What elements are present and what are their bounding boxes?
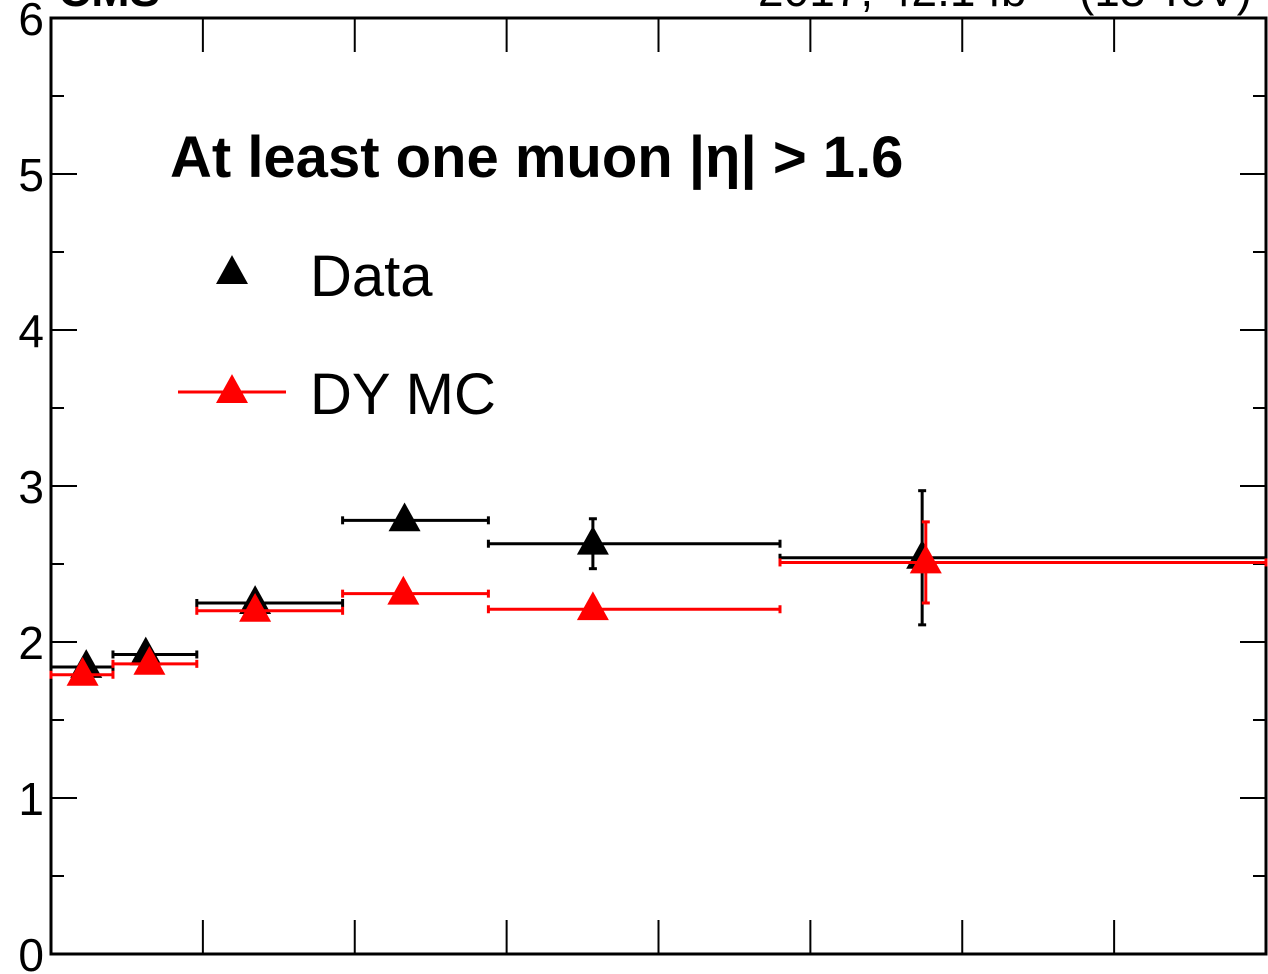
triangle-marker (576, 525, 609, 555)
triangle-marker (909, 544, 942, 574)
triangle-marker (133, 645, 166, 675)
legend-entry-dy-mc: DY MC (178, 362, 496, 427)
y-tick-label: 3 (18, 461, 44, 513)
y-tick-label: 0 (18, 929, 44, 974)
y-tick-label: 2 (18, 617, 44, 669)
chart-header: CMS 2017, 42.1 fb⁻¹ (13 TeV) (58, 0, 1252, 16)
legend-marker-data (216, 255, 248, 284)
legend-label-data: Data (310, 244, 433, 309)
series-dy-mc (49, 520, 1268, 686)
y-tick-label: 6 (18, 0, 44, 45)
axis-ticks (51, 17, 1266, 955)
triangle-marker (388, 502, 421, 532)
y-tick-label: 4 (18, 305, 44, 357)
experiment-label: CMS (58, 0, 160, 16)
luminosity-label: 2017, 42.1 fb⁻¹ (13 TeV) (758, 0, 1252, 16)
legend-label-dy-mc: DY MC (310, 362, 496, 427)
triangle-marker (576, 591, 609, 621)
y-tick-label: 5 (18, 149, 44, 201)
triangle-marker (66, 656, 99, 686)
y-tick-label: 1 (18, 773, 44, 825)
selection-annotation: At least one muon |η| > 1.6 (170, 125, 903, 190)
triangle-marker (387, 575, 420, 605)
series-data (49, 489, 1268, 678)
data-series (49, 489, 1268, 686)
legend: Data DY MC (178, 244, 496, 427)
legend-marker-dy-mc (216, 374, 248, 403)
legend-entry-data: Data (216, 244, 433, 309)
triangle-marker (239, 592, 272, 622)
y-tick-labels: 0 1 2 3 4 5 6 (18, 0, 44, 974)
